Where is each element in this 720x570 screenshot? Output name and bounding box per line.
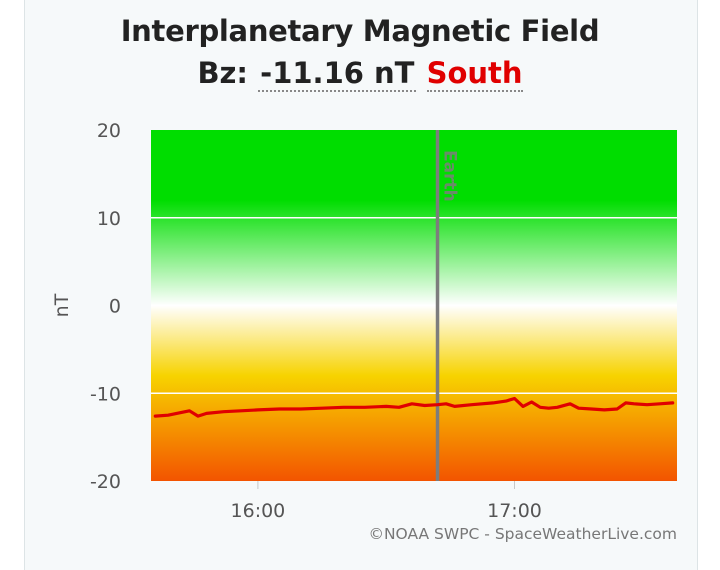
chart-title: Interplanetary Magnetic Field <box>120 14 600 48</box>
y-tick-label: 20 <box>97 120 121 142</box>
y-tick-label: -20 <box>90 471 121 493</box>
y-axis: 20 10 0 -10 -20 <box>90 120 121 493</box>
chart-subtitle: Bz: -11.16 nT South <box>0 56 720 92</box>
credit-text: ©NOAA SWPC - SpaceWeatherLive.com <box>368 525 677 543</box>
bz-value[interactable]: -11.16 nT <box>258 56 417 92</box>
y-tick-label: -10 <box>90 383 121 405</box>
bz-direction: South <box>426 56 523 92</box>
grid-lines <box>151 217 677 394</box>
bz-label: Bz: <box>197 56 249 90</box>
x-tick-label: 17:00 <box>487 500 542 522</box>
y-axis-label: nT <box>51 293 73 317</box>
earth-marker-label: Earth <box>440 150 460 202</box>
y-tick-label: 0 <box>109 296 121 318</box>
x-tick-label: 16:00 <box>231 500 286 522</box>
bz-series-line[interactable] <box>153 396 675 418</box>
y-tick-label: 10 <box>97 208 121 230</box>
x-axis: 16:00 17:00 <box>231 481 542 522</box>
